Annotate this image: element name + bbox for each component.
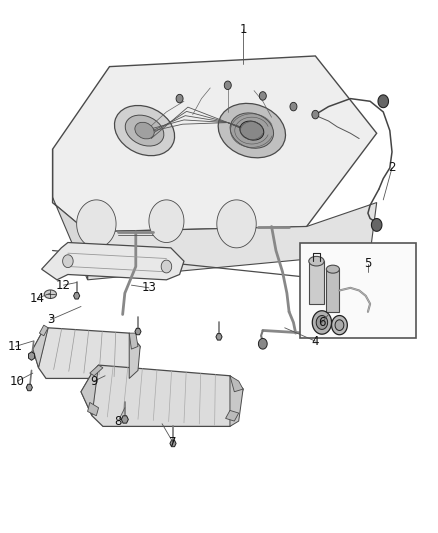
Text: 8: 8 [115, 415, 122, 427]
Polygon shape [81, 365, 99, 416]
Text: 5: 5 [364, 257, 371, 270]
Polygon shape [161, 260, 172, 273]
Ellipse shape [114, 106, 175, 156]
Text: 1: 1 [239, 23, 247, 36]
Polygon shape [326, 269, 339, 312]
Ellipse shape [44, 290, 57, 298]
Polygon shape [42, 243, 184, 280]
Polygon shape [121, 416, 128, 423]
Polygon shape [77, 200, 116, 248]
Polygon shape [309, 261, 324, 304]
Text: 13: 13 [141, 281, 156, 294]
Text: 12: 12 [56, 279, 71, 292]
Ellipse shape [230, 113, 274, 148]
Polygon shape [290, 102, 297, 111]
Polygon shape [226, 410, 239, 421]
Polygon shape [371, 219, 382, 231]
Polygon shape [316, 316, 328, 329]
Text: 6: 6 [318, 316, 326, 329]
Polygon shape [39, 325, 48, 336]
Text: 2: 2 [388, 161, 396, 174]
Polygon shape [217, 200, 256, 248]
Text: 11: 11 [8, 340, 23, 353]
Polygon shape [332, 316, 347, 335]
Ellipse shape [240, 121, 264, 140]
Polygon shape [312, 110, 319, 119]
Polygon shape [230, 376, 243, 426]
Text: 7: 7 [169, 436, 177, 449]
Polygon shape [312, 311, 332, 334]
Polygon shape [224, 81, 231, 90]
Polygon shape [135, 328, 141, 335]
Polygon shape [259, 92, 266, 100]
Polygon shape [63, 255, 73, 268]
Polygon shape [53, 56, 377, 232]
Polygon shape [129, 333, 138, 349]
Ellipse shape [326, 265, 339, 273]
Polygon shape [88, 203, 377, 280]
Polygon shape [33, 328, 48, 368]
Text: 14: 14 [30, 292, 45, 305]
Polygon shape [26, 384, 32, 391]
Polygon shape [81, 365, 243, 426]
Text: 3: 3 [47, 313, 54, 326]
Text: 4: 4 [311, 335, 319, 348]
Polygon shape [88, 402, 99, 416]
Polygon shape [129, 333, 140, 378]
Polygon shape [33, 328, 140, 378]
Polygon shape [90, 365, 103, 376]
Polygon shape [258, 338, 267, 349]
Polygon shape [53, 149, 88, 280]
Ellipse shape [135, 122, 154, 139]
Polygon shape [149, 200, 184, 243]
Ellipse shape [309, 256, 324, 266]
Text: 9: 9 [90, 375, 98, 387]
Polygon shape [335, 320, 344, 330]
Ellipse shape [125, 115, 164, 146]
Polygon shape [378, 95, 389, 108]
Polygon shape [176, 94, 183, 103]
Ellipse shape [218, 103, 286, 158]
Polygon shape [216, 334, 222, 340]
Text: 10: 10 [10, 375, 25, 387]
Polygon shape [170, 440, 176, 447]
Polygon shape [74, 293, 80, 299]
Polygon shape [28, 352, 35, 360]
Polygon shape [230, 376, 243, 392]
Bar [300, 243, 416, 338]
